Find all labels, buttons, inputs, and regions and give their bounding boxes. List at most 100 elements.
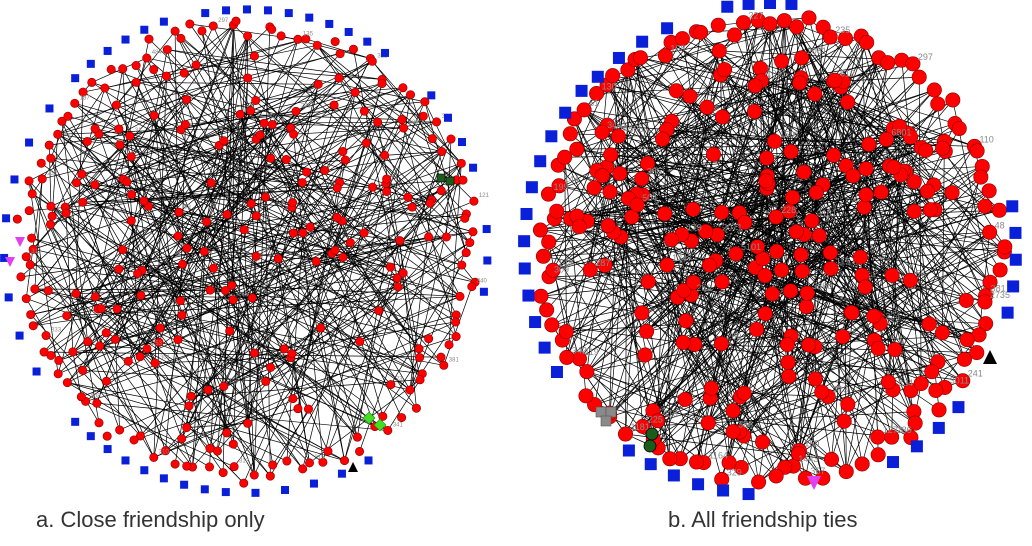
student-node [374,306,384,316]
student-node [249,51,259,61]
friendship-edge [32,138,257,326]
friendship-edge [842,128,960,337]
student-node [293,34,303,44]
friendship-edge [259,134,420,349]
isolate-square [121,456,130,465]
student-node [981,183,997,199]
friendship-edge [165,242,471,452]
student-node [36,158,46,168]
friendship-edge [34,288,345,461]
friendship-edge [564,50,720,158]
student-node [840,94,856,110]
node-label: 148 [558,258,573,268]
student-node [27,233,37,243]
isolate-square [518,235,531,248]
friendship-edge [153,115,179,340]
student-node [589,86,605,102]
student-node [870,340,886,356]
student-node [921,316,937,332]
student-node [355,337,365,347]
student-node [208,21,218,31]
friendship-edge [128,77,340,362]
student-node [597,257,613,273]
student-node [255,130,265,140]
student-node [139,196,149,206]
student-node [903,129,919,145]
friendship-edge [123,178,462,266]
student-node [149,65,159,75]
isolate-square [483,256,492,265]
student-node [982,224,998,240]
isolate-square [721,0,734,13]
friendship-edge [25,135,131,258]
student-node [118,64,128,74]
student-node [886,159,902,175]
isolate-square [243,5,251,14]
student-node [395,236,405,246]
friendship-edge [627,69,677,92]
student-node [411,403,421,413]
student-node [54,355,64,365]
friendship-edge [609,174,902,414]
student-node [276,31,286,41]
student-node [219,381,229,391]
student-node [28,244,38,254]
friendship-edge [51,215,423,375]
student-node [177,259,187,269]
student-node [736,385,752,401]
student-node [558,324,574,340]
friendship-edge [30,258,279,315]
student-node [714,204,730,220]
student-node [87,77,97,87]
student-node [415,353,425,363]
student-node [231,16,241,26]
node-label: 108 [670,44,685,54]
student-node [71,178,81,188]
friendship-edge [606,84,782,271]
student-node [779,337,795,353]
friendship-edge [583,109,896,350]
student-node [780,354,796,370]
friendship-edge [707,231,990,424]
student-node [131,77,141,87]
student-node [457,260,467,270]
friendship-edge [67,382,190,407]
student-node [844,305,860,321]
student-node [142,344,152,354]
friendship-edge [50,158,99,309]
student-node [415,375,425,385]
student-node [380,150,390,160]
student-node [225,326,235,336]
friendship-edge [316,45,340,79]
node-label: 1273 [883,425,903,435]
isolate-square [337,469,346,478]
friendship-edge [642,275,766,427]
student-node [239,225,249,235]
friendship-edge [739,232,990,433]
student-node [930,96,946,112]
student-node [657,48,673,64]
student-node [906,174,922,190]
friendship-edge [359,314,457,342]
student-node [174,207,184,217]
student-node [175,296,185,306]
friendship-edge [87,24,234,142]
friendship-edge [181,290,226,439]
student-node [323,446,333,456]
isolate-square [785,0,798,10]
friendship-edge [99,345,147,350]
isolate-square [251,488,260,497]
student-node [155,323,165,333]
student-node [414,344,424,354]
magenta-triangle-marker [15,237,25,247]
student-node [311,256,321,266]
node-label: 309 [554,265,569,275]
friendship-edge [743,361,939,437]
student-node [251,251,261,261]
student-node [222,428,232,438]
student-node [235,109,245,119]
student-node [934,325,950,341]
node-label: 297 [918,52,933,62]
isolate-square [221,488,230,497]
student-node [78,87,88,97]
